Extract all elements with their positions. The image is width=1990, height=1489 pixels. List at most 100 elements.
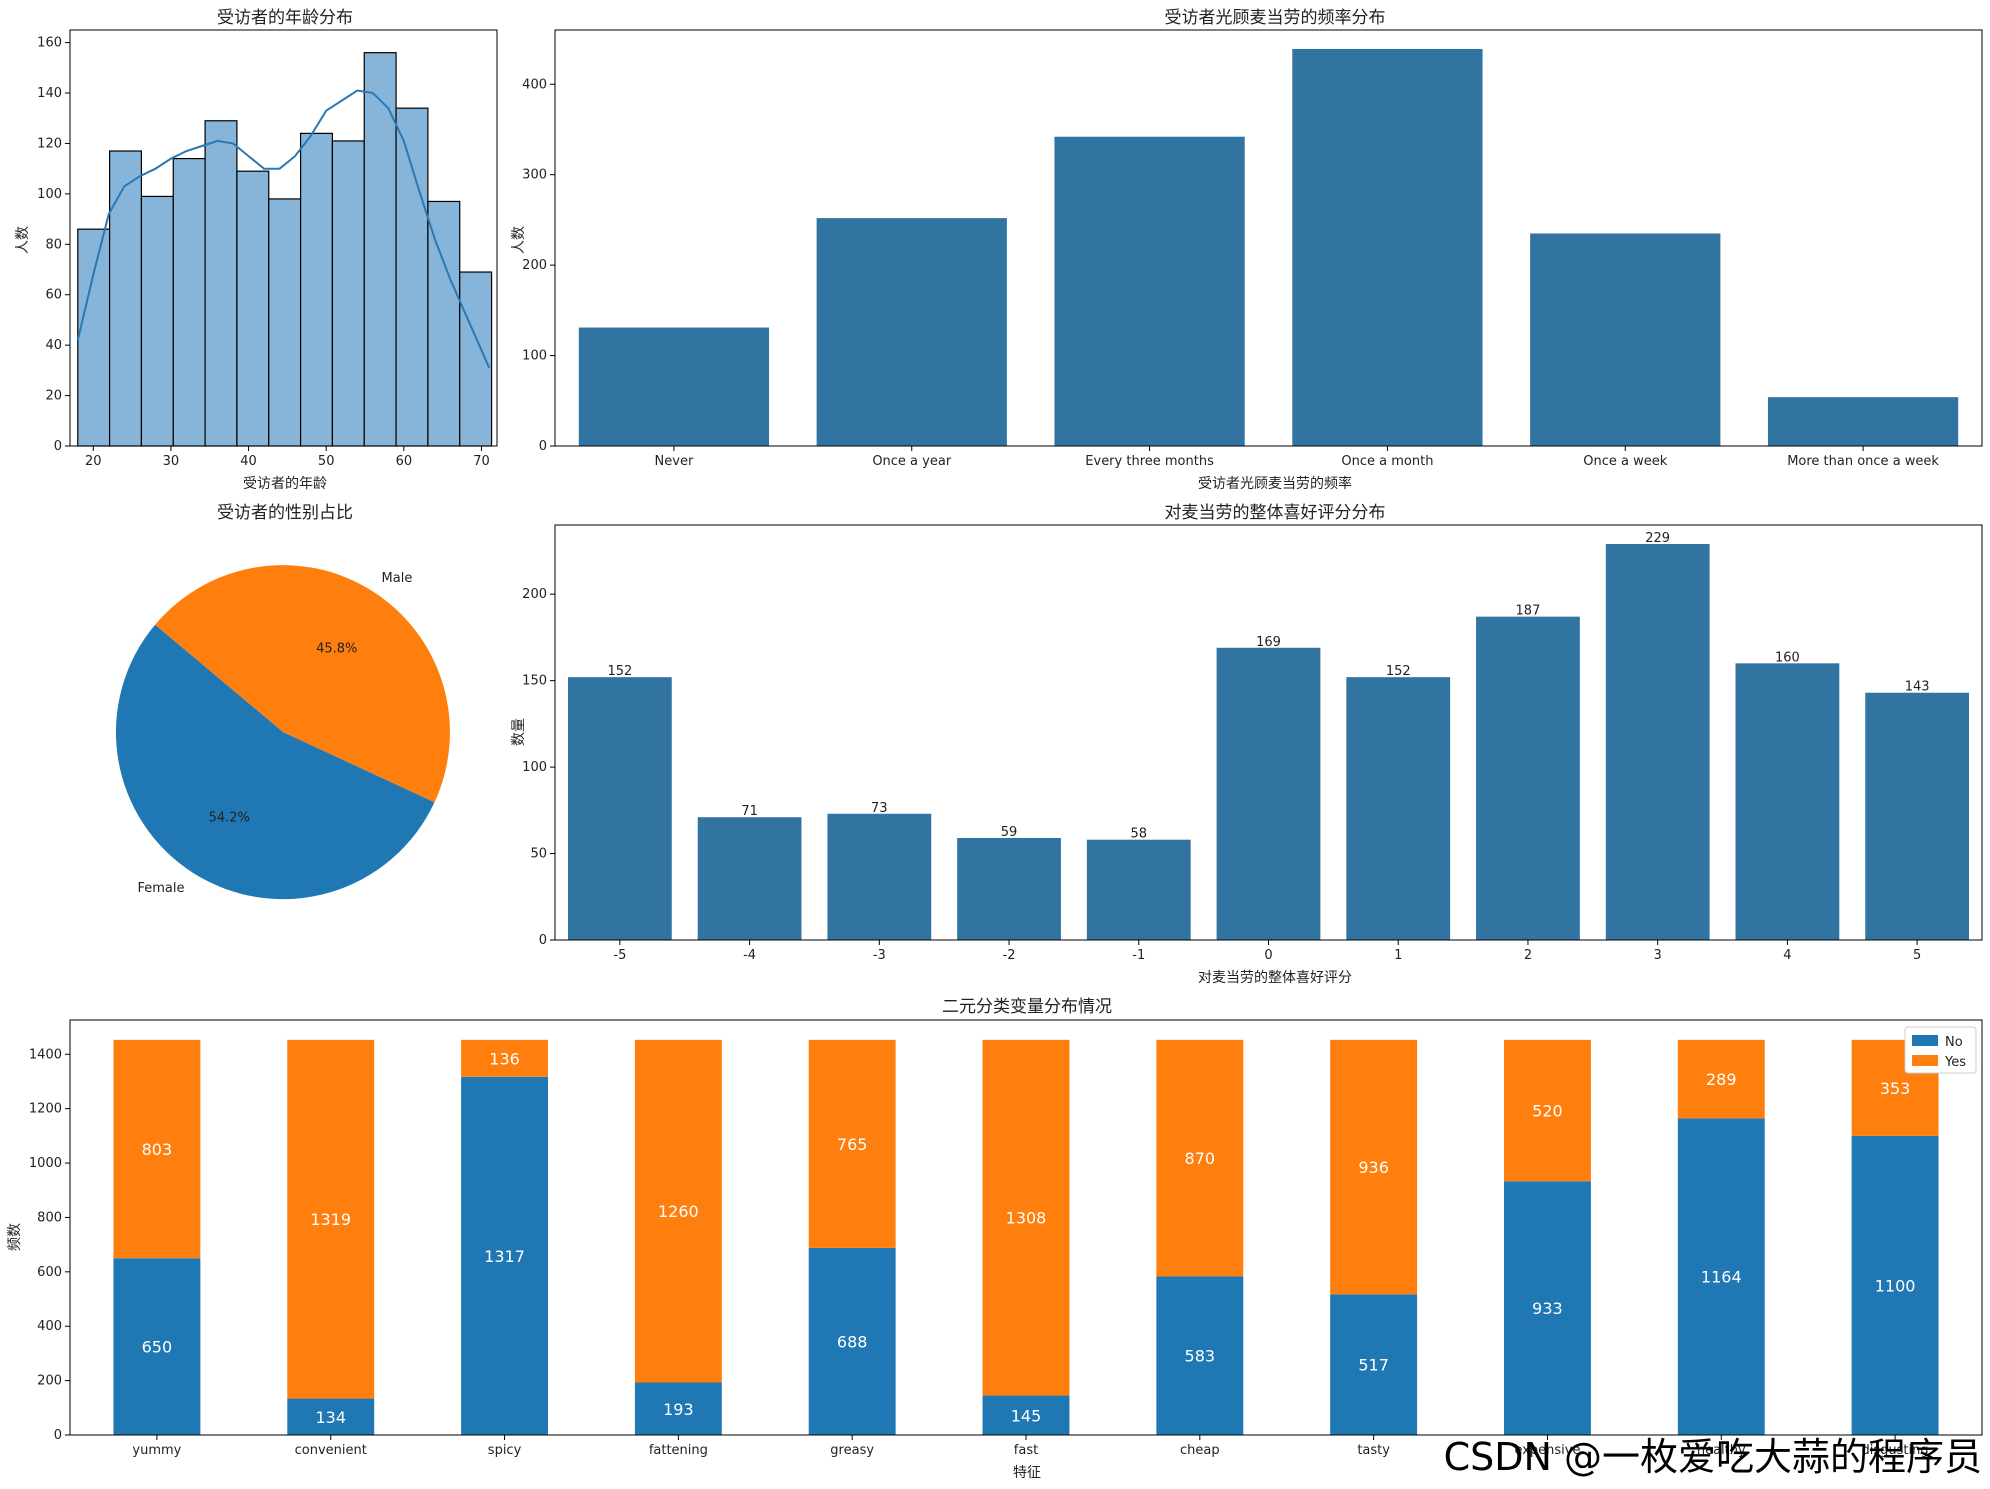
like-bar [957,837,1061,940]
pie-percent-female: 54.2% [209,811,250,826]
age-histogram-bar [299,132,334,447]
age-y-tick-label: 120 [37,136,62,151]
freq-bar [1767,397,1959,446]
age-axes-frame [69,29,498,447]
age-y-tick-label: 40 [45,338,62,353]
legend-swatch-no [1912,1035,1938,1046]
like-bar [1735,663,1840,940]
stacked-bar-value-label: 134 [315,1408,346,1427]
binary-y-tick-label: 1400 [29,1047,62,1062]
stacked-bar-value-label: 936 [1358,1158,1389,1177]
binary-y-tick-label: 400 [37,1319,62,1334]
binary-y-tick-label: 1200 [29,1102,62,1117]
like-bar [567,677,672,940]
stacked-bar-no [287,1398,375,1435]
age-histogram-bar [268,198,302,447]
stacked-bar-no [1504,1181,1591,1435]
pie-slice-male [155,565,450,803]
age-kde-line [76,89,491,369]
stacked-bar-no [1330,1294,1418,1435]
freq-bar [1292,48,1483,446]
like-x-tick-label: -2 [1003,948,1016,963]
stacked-bar-no [1851,1135,1939,1435]
freq-x-tick-label: Never [655,454,694,469]
like-bar [1216,647,1321,940]
binary-x-tick-label: yummy [132,1443,181,1458]
binary-y-axis-label: 频数 [7,1223,23,1251]
like-bar [1346,677,1451,940]
binary-x-tick-label: disgusting [1862,1443,1929,1458]
like-bar-value-label: 59 [1001,825,1018,840]
like-x-tick-label: 5 [1913,948,1921,963]
binary-chart-title: 二元分类变量分布情况 [942,997,1112,1017]
age-y-tick-label: 100 [37,187,62,202]
like-bar-value-label: 73 [871,801,888,816]
like-x-tick-label: -5 [613,948,626,963]
legend-label-yes: Yes [1944,1055,1966,1070]
freq-x-tick-label: Once a week [1583,454,1667,469]
like-y-tick-label: 0 [539,933,547,948]
stacked-bar-yes [461,1039,548,1077]
stacked-bar-no [1156,1276,1244,1435]
stacked-bar-no [808,1247,896,1435]
binary-x-tick-label: healthy [1697,1443,1746,1458]
age-histogram-bar [172,157,206,447]
gender-pie-panel: 受访者的性别占比 Female 54.2% Male 45.8% [115,503,450,900]
stacked-bar-value-label: 520 [1532,1102,1563,1121]
age-histogram-bar [204,120,238,447]
binary-x-tick-label: convenient [295,1443,367,1458]
age-x-tick-label: 60 [396,454,413,469]
pie-label-female: Female [137,881,184,896]
freq-axes-frame [554,29,1983,447]
freq-x-tick-label: Once a month [1341,454,1433,469]
like-bar-value-label: 160 [1775,650,1800,665]
gender-chart-title: 受访者的性别占比 [217,503,353,523]
like-bar-value-label: 229 [1645,531,1670,546]
like-bar [1086,839,1191,940]
stacked-bar-value-label: 289 [1706,1070,1737,1089]
age-histogram-panel: 受访者的年龄分布 受访者的年龄 人数 0 20 40 60 80 100 120 140 160… [15,8,498,492]
stacked-bar-value-label: 1260 [658,1202,699,1221]
stacked-bar-value-label: 688 [837,1332,868,1351]
stacked-bar-value-label: 1308 [1006,1209,1047,1228]
age-histogram-bar [363,52,397,447]
age-y-tick-label: 20 [45,389,62,404]
age-x-tick-label: 40 [240,454,257,469]
age-x-tick-label: 50 [318,454,335,469]
like-x-tick-label: 4 [1783,948,1791,963]
like-x-tick-label: 1 [1394,948,1402,963]
age-y-tick-label: 0 [54,439,62,454]
stacked-bar-yes [113,1039,201,1259]
binary-x-tick-label: greasy [830,1443,874,1458]
binary-x-axis-label: 特征 [1013,1465,1041,1481]
binary-axes-frame [69,1019,1983,1436]
stacked-bar-value-label: 1319 [310,1210,351,1229]
freq-y-tick-label: 100 [522,349,547,364]
freq-bar [1530,233,1721,446]
stacked-bar-yes [982,1039,1070,1396]
like-x-tick-label: 0 [1264,948,1272,963]
age-y-tick-label: 140 [37,86,62,101]
age-y-tick-label: 60 [45,288,62,303]
age-histogram-bar [236,170,270,447]
freq-bar [816,218,1007,446]
binary-x-tick-label: spicy [488,1443,522,1458]
like-y-tick-label: 150 [522,674,547,689]
stacked-bar-value-label: 136 [489,1049,520,1068]
binary-y-tick-label: 0 [54,1428,62,1443]
stacked-bar-value-label: 1164 [1701,1268,1742,1287]
like-bar [1605,544,1710,940]
stacked-bar-yes [1156,1039,1244,1277]
age-histogram-bar [331,140,365,447]
like-bar [827,813,932,940]
like-bar-value-label: 71 [741,804,758,819]
like-y-tick-label: 50 [530,847,547,862]
freq-bar [578,327,770,446]
freq-bar [1054,136,1245,446]
like-axes-frame [554,524,1983,941]
stacked-bar-yes [808,1039,896,1248]
freq-x-tick-label: Once a year [872,454,952,469]
like-bar-value-label: 143 [1905,680,1930,695]
stacked-bar-value-label: 870 [1185,1149,1216,1168]
